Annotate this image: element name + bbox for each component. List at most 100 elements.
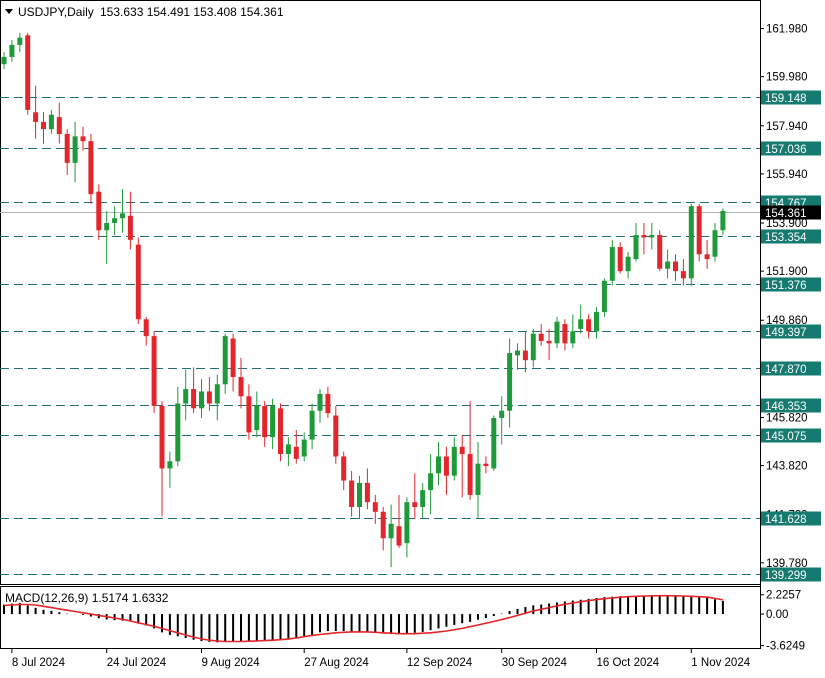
candle-body-bull <box>609 247 615 281</box>
level-tag-label: 149.397 <box>765 327 807 339</box>
candle-body-bear <box>151 336 157 406</box>
candle-body-bull <box>570 331 576 344</box>
candle-body-bear <box>325 393 331 414</box>
candle-body-bull <box>388 523 394 539</box>
candle-body-bear <box>230 338 236 378</box>
candle-body-bear <box>41 121 46 130</box>
time-tick-label: 9 Aug 2024 <box>202 657 261 669</box>
candle-body-bear <box>33 112 39 122</box>
candle-body-bear <box>127 215 133 240</box>
candle-body-bull <box>633 235 639 260</box>
candle-body-bear <box>522 350 528 361</box>
macd-signal-line <box>3 594 724 643</box>
candlestick-series <box>1 32 726 568</box>
candle-body-bull <box>120 213 125 219</box>
time-tick-label: 12 Sep 2024 <box>407 657 473 669</box>
time-tick-label: 1 Nov 2024 <box>691 657 750 669</box>
candle-body-bull <box>649 235 655 238</box>
price-tick-label: 161.980 <box>766 24 808 36</box>
candle-body-bull <box>72 136 78 163</box>
level-tag-label: 147.870 <box>765 364 807 376</box>
price-tick-label: 159.980 <box>766 72 808 84</box>
candle-body-bull <box>507 352 513 411</box>
candle-body-bear <box>349 480 355 507</box>
level-tag-label: 159.148 <box>765 93 807 105</box>
candle-body-bull <box>183 389 189 404</box>
candle-body-bear <box>546 340 552 344</box>
candle-body-bear <box>191 389 197 409</box>
macd-tick-label: 0.00 <box>766 609 788 621</box>
main-panel-frame <box>0 0 761 585</box>
time-tick-label: 24 Jul 2024 <box>107 657 167 669</box>
price-axis: 161.980 159.980 157.940 155.940 153.900 151.9… <box>760 24 808 570</box>
candle-body-bear <box>696 206 702 255</box>
candle-body-bear <box>96 191 102 231</box>
candle-body-bull <box>404 502 410 544</box>
candle-body-bear <box>586 319 592 332</box>
candle-body-bull <box>104 223 110 231</box>
candle-body-bull <box>515 350 520 356</box>
candle-body-bear <box>341 456 347 481</box>
symbol-dropdown-icon[interactable] <box>5 9 13 14</box>
candle-body-bull <box>301 439 307 457</box>
candle-body-bear <box>562 324 568 344</box>
candle-body-bull <box>167 461 173 469</box>
candle-body-bear <box>56 117 62 134</box>
level-tag-label: 145.075 <box>765 431 807 443</box>
ohlc-values: 153.633 154.491 153.408 154.361 <box>100 5 284 19</box>
macd-axis: 2.2257 0.00 -3.6249 <box>760 590 805 653</box>
candle-body-bear <box>396 526 402 546</box>
candle-body-bear <box>333 415 339 457</box>
level-price-tags: 159.148157.036154.767153.354151.376149.3… <box>761 90 821 582</box>
candle-body-bull <box>48 114 54 130</box>
candle-body-bear <box>293 446 299 459</box>
candle-body-bull <box>554 321 560 344</box>
level-tag <box>761 229 821 244</box>
candle-body-bear <box>143 319 149 337</box>
time-tick-label: 8 Jul 2024 <box>12 657 66 669</box>
candle-body-bear <box>135 244 141 320</box>
candle-body-bull <box>665 261 671 269</box>
candle-body-bear <box>617 247 623 272</box>
candle-body-bull <box>625 256 631 272</box>
macd-tick-label: -3.6249 <box>766 641 805 653</box>
level-tag-label: 151.376 <box>765 280 807 292</box>
candle-body-bear <box>246 396 252 433</box>
candle-body-bull <box>499 410 505 418</box>
current-price-tag <box>761 205 821 220</box>
level-tag <box>761 90 821 105</box>
level-tag <box>761 361 821 376</box>
level-tag <box>761 428 821 443</box>
level-tag-label: 141.628 <box>765 514 807 526</box>
candle-body-bull <box>214 384 220 404</box>
support-resistance-levels <box>0 97 760 575</box>
price-tick-label: 145.820 <box>766 412 808 424</box>
level-tag-label: 146.353 <box>765 401 807 413</box>
candle-body-bull <box>112 218 118 224</box>
macd-indicator <box>3 594 724 643</box>
candle-body-bull <box>254 405 260 430</box>
price-tick-label: 153.900 <box>766 218 808 230</box>
candle-body-bear <box>673 261 678 272</box>
candle-body-bear <box>25 35 31 110</box>
candle-body-bear <box>657 235 663 269</box>
candle-body-bull <box>451 446 457 476</box>
price-tick-label: 151.900 <box>766 266 808 278</box>
candle-body-bear <box>364 482 370 503</box>
candle-body-bull <box>436 456 441 474</box>
candle-body-bear <box>88 141 94 195</box>
candle-body-bear <box>262 405 268 438</box>
candle-body-bear <box>459 446 465 455</box>
macd-header-label: MACD(12,26,9) 1.5174 1.6332 <box>5 591 169 605</box>
time-tick-label: 30 Sep 2024 <box>502 657 568 669</box>
candle-body-bull <box>688 206 694 279</box>
candle-body-bull <box>17 37 23 45</box>
candle-body-bear <box>483 463 489 467</box>
time-tick-label: 16 Oct 2024 <box>597 657 660 669</box>
candle-body-bull <box>270 405 276 438</box>
candle-body-bear <box>704 254 710 260</box>
candle-body-bear <box>278 408 283 455</box>
macd-tick-label: 2.2257 <box>766 590 801 602</box>
